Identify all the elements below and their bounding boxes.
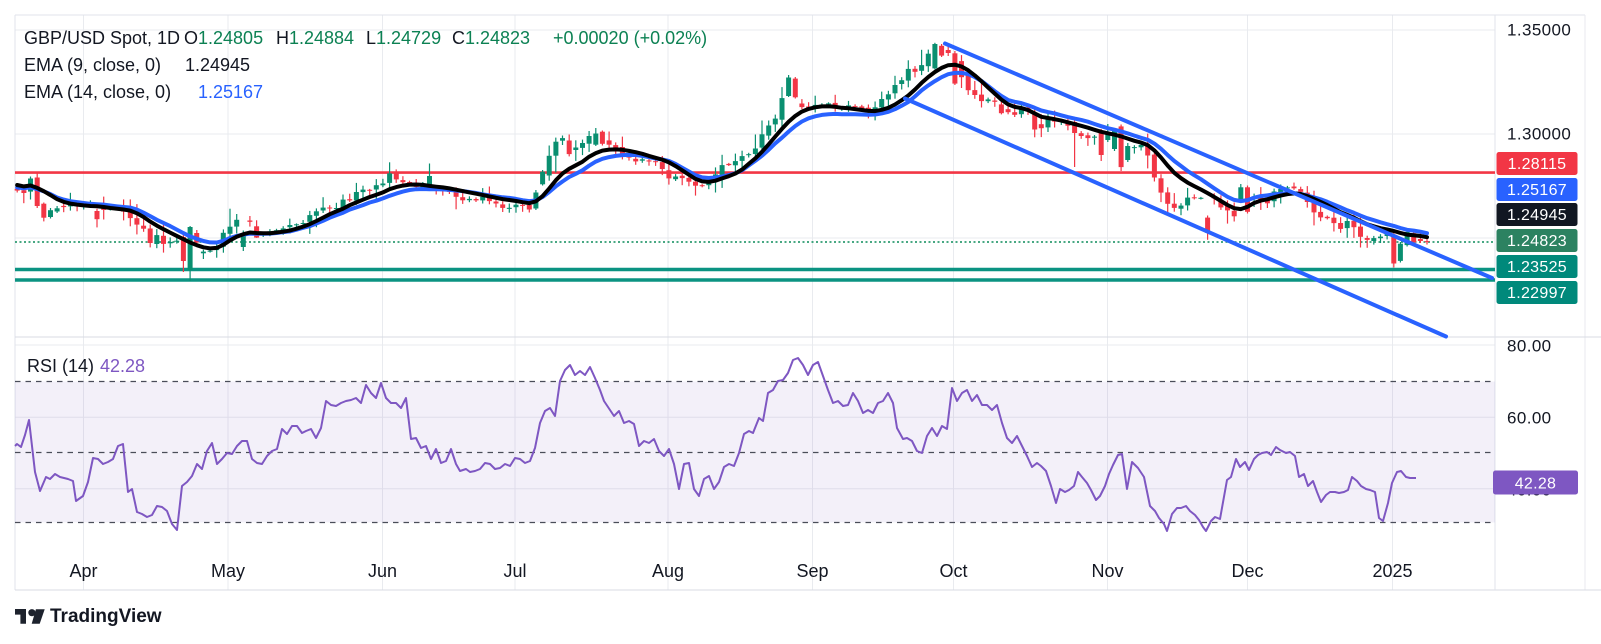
svg-text:60.00: 60.00 xyxy=(1507,409,1552,428)
svg-text:May: May xyxy=(211,561,245,581)
svg-text:1.22997: 1.22997 xyxy=(1507,285,1567,302)
svg-text:1.28115: 1.28115 xyxy=(1508,156,1567,173)
svg-text:Jun: Jun xyxy=(368,561,397,581)
svg-text:1.25167: 1.25167 xyxy=(1507,182,1567,199)
svg-text:1.35000: 1.35000 xyxy=(1507,21,1571,40)
svg-text:RSI (14) 42.28: RSI (14) 42.28 xyxy=(27,356,145,376)
svg-text:TradingView: TradingView xyxy=(50,606,162,627)
svg-text:1.30000: 1.30000 xyxy=(1507,125,1571,144)
svg-text:Oct: Oct xyxy=(939,561,967,581)
svg-text:1.24823: 1.24823 xyxy=(1507,233,1567,250)
svg-text:80.00: 80.00 xyxy=(1507,337,1552,356)
svg-text:2025: 2025 xyxy=(1372,561,1412,581)
svg-text:Dec: Dec xyxy=(1231,561,1263,581)
svg-text:EMA (9, close, 0) 1.24945: EMA (9, close, 0) 1.24945 xyxy=(24,55,250,75)
svg-text:Jul: Jul xyxy=(503,561,526,581)
svg-text:1.23525: 1.23525 xyxy=(1507,259,1567,276)
svg-text:Nov: Nov xyxy=(1091,561,1123,581)
svg-text:1.24945: 1.24945 xyxy=(1507,207,1567,224)
svg-text:EMA (14, close, 0) 1.25167: EMA (14, close, 0) 1.25167 xyxy=(24,82,263,102)
svg-text:Apr: Apr xyxy=(69,561,97,581)
svg-text:42.28: 42.28 xyxy=(1515,476,1557,493)
svg-text:GBP/USD Spot, 1D O1.24805 H1.2: GBP/USD Spot, 1D O1.24805 H1.24884 L1.24… xyxy=(24,28,707,48)
svg-text:Aug: Aug xyxy=(652,561,684,581)
svg-text:Sep: Sep xyxy=(796,561,828,581)
